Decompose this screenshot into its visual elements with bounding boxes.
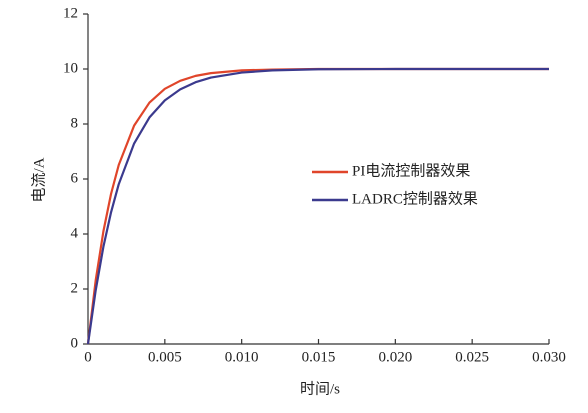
y-tick-label: 8 — [71, 115, 79, 131]
y-tick-label: 12 — [63, 5, 78, 21]
y-tick-label: 4 — [71, 225, 79, 241]
line-series — [86, 67, 549, 345]
y-tick-label: 0 — [71, 335, 79, 351]
x-tick-label: 0.020 — [378, 349, 412, 365]
legend-label: LADRC控制器效果 — [352, 190, 478, 207]
x-tick-label: 0.010 — [225, 349, 259, 365]
x-tick-label: 0 — [84, 349, 92, 365]
y-tick-label: 10 — [63, 60, 78, 76]
y-tick-label: 2 — [71, 280, 79, 296]
x-tick-label: 0.015 — [302, 349, 336, 365]
x-tick-label: 0.025 — [455, 349, 489, 365]
x-tick-label: 0.005 — [148, 349, 182, 365]
y-tick-label: 6 — [71, 170, 79, 186]
y-axis-label: 电流/A — [30, 157, 47, 202]
legend-label: PI电流控制器效果 — [352, 162, 470, 179]
x-tick-label: 0.030 — [532, 349, 566, 365]
x-axis-label: 时间/s — [300, 380, 340, 397]
